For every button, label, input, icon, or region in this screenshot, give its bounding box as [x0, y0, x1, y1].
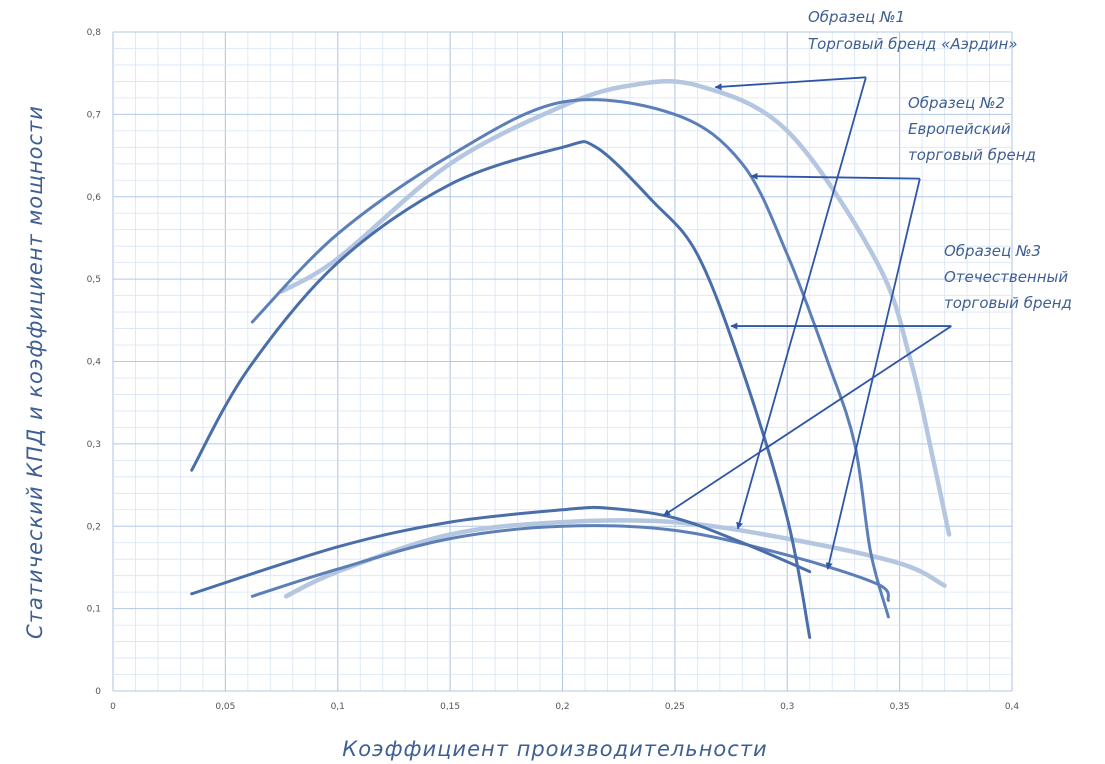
series-1-power-line: [283, 518, 947, 599]
series-2-efficiency-line: [250, 98, 890, 619]
x-tick-label: 0,1: [331, 702, 345, 712]
annotation-3-arrow-2: [663, 325, 952, 517]
series-3-power-line: [190, 505, 812, 596]
series-group: [190, 79, 952, 639]
annotation-2-arrow-1: [750, 172, 920, 180]
annotation-sample-1: Образец №1 Торговый бренд «Аэрдин»: [808, 8, 1018, 53]
y-axis-title: Статический КПД и коэффициент мощности: [23, 105, 47, 639]
x-axis-title: Коэффициент производительности: [342, 737, 767, 761]
y-tick-label: 0,6: [87, 193, 102, 203]
x-tick-label: 0,2: [555, 702, 569, 712]
x-tick-label: 0,4: [1005, 702, 1020, 712]
annotation-arrows: [663, 76, 952, 570]
x-tick-label: 0,3: [780, 702, 794, 712]
x-tick-label: 0,25: [665, 702, 685, 712]
x-tick-label: 0,05: [215, 702, 235, 712]
y-tick-label: 0,8: [87, 28, 102, 38]
y-tick-label: 0,4: [87, 358, 102, 368]
x-tick-label: 0: [110, 702, 116, 712]
annotation-sample-3: Образец №3 Отечественный торговый бренд: [944, 242, 1073, 312]
series-2-power-line: [250, 524, 890, 602]
y-tick-label: 0,7: [87, 110, 101, 120]
y-tick-label: 0: [95, 687, 101, 697]
annotation-2-arrow-2: [825, 178, 921, 570]
x-tick-label: 0,35: [890, 702, 910, 712]
y-tick-label: 0,5: [87, 275, 101, 285]
annotation-1-arrow-1: [714, 76, 866, 91]
tick-labels: 0 0,05 0,1 0,15 0,2 0,25 0,3 0,35 0,4 0 0,1 0,2 0,3 0…: [87, 28, 1020, 712]
series-1-efficiency-line: [279, 79, 952, 537]
y-tick-label: 0,1: [87, 605, 101, 615]
y-tick-label: 0,3: [87, 440, 101, 450]
series-3-efficiency-line: [190, 140, 812, 639]
y-tick-label: 0,2: [87, 522, 101, 532]
x-tick-label: 0,15: [440, 702, 460, 712]
annotation-sample-2: Образец №2 Европейский торговый бренд: [908, 94, 1036, 164]
